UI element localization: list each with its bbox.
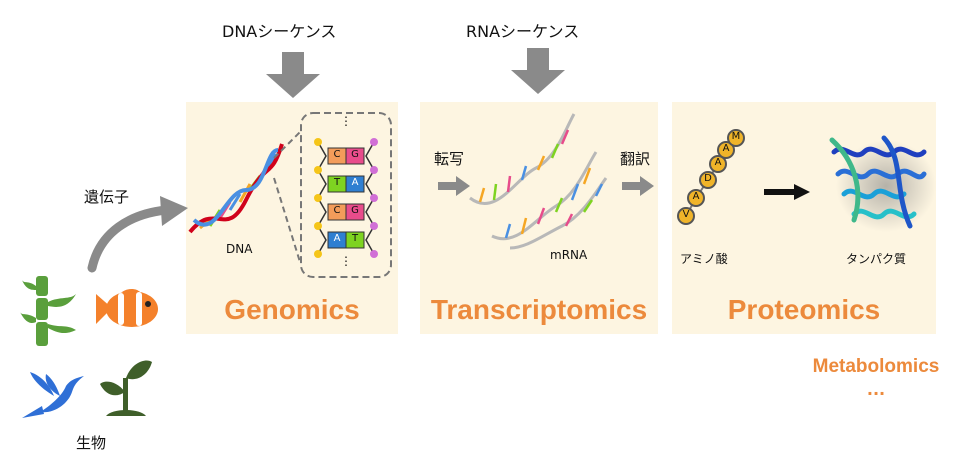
amino-acid-chain-icon [677,129,745,225]
transcription-arrow-icon [438,176,470,196]
nucleotide-zoom-box [300,112,392,278]
mrna-label: mRNA [550,248,588,262]
amino-6: M [731,131,741,142]
dna-label: DNA [226,242,253,256]
dna-helix-icon [188,143,284,234]
zoom-lines [273,131,301,263]
protein-structure-icon [829,135,936,232]
amino-2: A [692,191,700,202]
gene-label: 遺伝子 [84,188,130,206]
amino-1: V [682,209,690,220]
nucleotide-7: A [333,233,341,244]
dna-sequence-label: DNAシーケンス [222,22,337,41]
nucleotide-1: C [333,149,341,160]
amino-acid-label: アミノ酸 [680,252,728,266]
translation-label: 翻訳 [620,150,651,168]
ellipsis-bottom: ⋮ [340,254,352,268]
amino-4: A [714,157,722,168]
fold-arrow-icon [764,184,810,200]
protein-label: タンパク質 [846,252,907,266]
dna-down-arrow-icon [266,52,320,98]
clownfish-icon [96,289,158,327]
transcription-label: 転写 [434,150,465,168]
nucleotide-2: G [351,149,359,160]
amino-5: A [722,143,730,154]
nucleotide-6: G [351,205,359,216]
rna-down-arrow-icon [511,48,565,94]
hummingbird-icon [22,372,84,418]
nucleotide-8: T [351,233,359,244]
transcriptomics-title: Transcriptomics [430,294,648,325]
nucleotide-5: C [333,205,341,216]
mrna-strands-icon [469,113,608,250]
rna-sequence-label: RNAシーケンス [466,22,580,41]
proteomics-title: Proteomics [727,294,881,325]
organism-label: 生物 [76,434,107,452]
ellipsis-top: ⋮ [340,114,352,128]
translation-arrow-icon [622,176,654,196]
genomics-title: Genomics [224,294,360,325]
nucleotide-4: A [351,177,359,188]
metabolomics-ellipsis: ... [866,380,886,399]
bamboo-icon [20,276,76,346]
plant-sprout-icon [100,360,152,416]
gene-arrow-icon [87,196,188,273]
metabolomics-title: Metabolomics [812,356,940,377]
nucleotide-3: T [333,177,341,188]
amino-3: D [704,173,712,184]
